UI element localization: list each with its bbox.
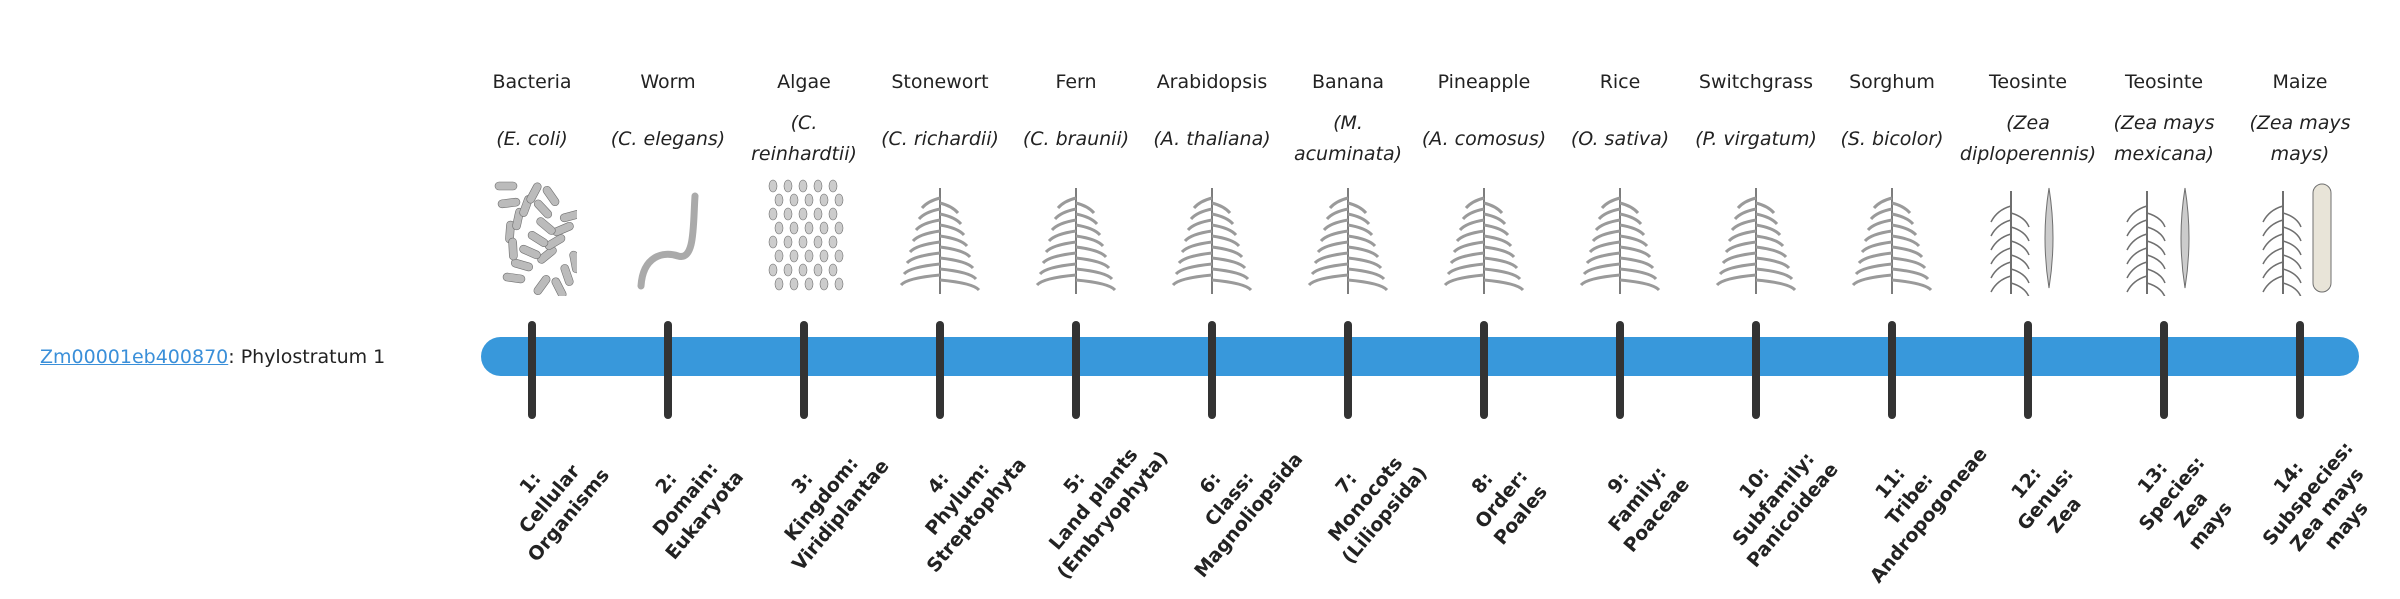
scientific-name-text: (S. bicolor): [1840, 127, 1944, 150]
organism-scientific-name: (P. virgatum): [1688, 106, 1824, 172]
organism-name: Switchgrass: [1698, 71, 1814, 93]
gene-phylostratum-label: Zm00001eb400870: Phylostratum 1: [40, 343, 385, 371]
organism-scientific-name: (C. elegans): [600, 106, 736, 172]
stratum-tick: [1208, 321, 1216, 419]
stratum-label: 12: Genus: Zea: [2007, 463, 2086, 538]
stratum-label: 5: Land plants (Embryophyta): [1044, 444, 1173, 584]
scientific-name-text: (Zea mays mexicana): [2113, 112, 2215, 165]
organism-name: Algae: [777, 71, 831, 93]
scientific-name-text: (C. reinhardtii): [751, 112, 857, 165]
organism-scientific-name: (Zea mays mexicana): [2096, 106, 2232, 172]
stratum-tick: [1888, 321, 1896, 419]
stratum-label: 1: Cellular Organisms: [514, 460, 614, 567]
teosinte-icon: [1960, 176, 2096, 298]
scientific-name-text: (A. thaliana): [1153, 127, 1271, 150]
stratum-tick: [2160, 321, 2168, 419]
stratum-tick: [1480, 321, 1488, 419]
organism-name: Bacteria: [492, 71, 572, 93]
maize-icon: [2232, 176, 2368, 298]
organism-scientific-name: (C. richardii): [872, 106, 1008, 172]
scientific-name-text: (A. comosus): [1421, 127, 1547, 150]
organism-scientific-name: (A. thaliana): [1144, 106, 1280, 172]
stratum-tick: [1072, 321, 1080, 419]
stratum-tick: [800, 321, 808, 419]
organism-name: Maize: [2272, 71, 2328, 93]
organism-scientific-name: (M. acuminata): [1280, 106, 1416, 172]
stratum-tick: [1344, 321, 1352, 419]
stratum-label: 7: Monocots (Liliopsida): [1324, 452, 1432, 569]
organism-name: Pineapple: [1437, 71, 1531, 93]
scientific-name-text: (C. richardii): [881, 127, 999, 150]
organism-name: Stonewort: [891, 71, 989, 93]
organism-scientific-name: (Zea diploperennis): [1960, 106, 2096, 172]
organism-name: Rice: [1599, 71, 1641, 93]
organism-name: Worm: [640, 71, 696, 93]
organism-scientific-name: (C. reinhardtii): [736, 106, 872, 172]
scientific-name-text: (O. sativa): [1570, 127, 1670, 150]
stratum-label: 4: Phylum: Streptophyta: [921, 453, 1031, 577]
stratum-tick: [1616, 321, 1624, 419]
stratum-label: 8: Order: Poales: [1467, 465, 1552, 550]
organism-name: Teosinte: [2124, 71, 2204, 93]
teosinte-icon: [2096, 176, 2232, 298]
scientific-name-text: (Zea mays mays): [2249, 112, 2351, 165]
rice-icon: [1552, 176, 1688, 296]
organism-scientific-name: (E. coli): [464, 106, 600, 172]
scientific-name-text: (Zea diploperennis): [1959, 112, 2097, 165]
stratum-label: 10: Subfamily: Panicoideae: [1728, 448, 1843, 572]
stratum-tick: [528, 321, 536, 419]
stratum-label: 2: Domain: Eukaryota: [648, 457, 749, 564]
bacteria-icon: [464, 176, 600, 299]
organism-name: Banana: [1311, 71, 1385, 93]
stratum-tick: [936, 321, 944, 419]
stratum-tick: [664, 321, 672, 419]
arabidopsis-icon: [1144, 176, 1280, 296]
sorghum-icon: [1824, 176, 1960, 296]
algae-icon: [736, 176, 872, 296]
banana-icon: [1280, 176, 1416, 296]
scientific-name-text: (C. braunii): [1022, 127, 1130, 150]
organism-name: Teosinte: [1988, 71, 2068, 93]
scientific-name-text: (P. virgatum): [1695, 127, 1817, 150]
stratum-label: 11: Tribe: Andropogoneae: [1865, 443, 1992, 588]
stratum-label: 14: Subspecies: Zea mays mays: [2258, 437, 2373, 556]
organism-name: Sorghum: [1849, 71, 1935, 93]
stratum-tick: [2296, 321, 2304, 419]
organism-scientific-name: (O. sativa): [1552, 106, 1688, 172]
stratum-tick: [1752, 321, 1760, 419]
gene-link[interactable]: Zm00001eb400870: [40, 346, 229, 368]
stratum-tick: [2024, 321, 2032, 419]
stratum-label: 13: Species: Zea mays: [2133, 452, 2237, 555]
stratum-label: 9: Family: Poaceae: [1603, 462, 1695, 557]
organism-scientific-name: (C. braunii): [1008, 106, 1144, 172]
stonewort-icon: [872, 176, 1008, 296]
scientific-name-text: (C. elegans): [610, 127, 726, 150]
fern-icon: [1008, 176, 1144, 296]
organism-scientific-name: (A. comosus): [1416, 106, 1552, 172]
organism-name: Fern: [1055, 71, 1097, 93]
switchgrass-icon: [1688, 176, 1824, 296]
scientific-name-text: (E. coli): [496, 127, 568, 150]
scientific-name-text: (M. acuminata): [1293, 112, 1403, 165]
phylostratum-text: : Phylostratum 1: [228, 346, 386, 368]
organism-name: Arabidopsis: [1156, 71, 1268, 93]
stratum-label: 3: Kingdom: Viridiplantae: [780, 452, 894, 576]
pineapple-icon: [1416, 176, 1552, 296]
organism-scientific-name: (Zea mays mays): [2232, 106, 2368, 172]
worm-icon: [600, 176, 736, 296]
phylostratum-bar: [481, 337, 2359, 376]
stratum-label: 6: Class: Magnoliopsida: [1190, 448, 1308, 583]
organism-scientific-name: (S. bicolor): [1824, 106, 1960, 172]
